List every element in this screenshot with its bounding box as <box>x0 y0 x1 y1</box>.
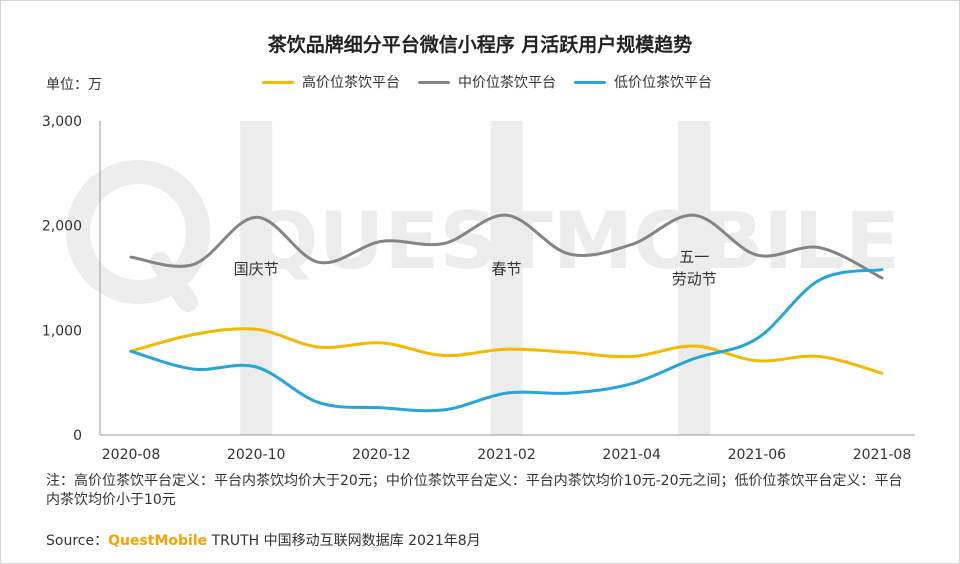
highlight-band-label: 春节 <box>491 260 521 278</box>
legend-swatch-high <box>262 80 294 84</box>
watermark-text: QUESTMOBILE <box>250 197 900 287</box>
highlight-band-label: 国庆节 <box>234 260 279 278</box>
x-tick-label: 2020-12 <box>352 447 411 463</box>
source-line: Source：QuestMobile TRUTH 中国移动互联网数据库 2021… <box>46 530 481 550</box>
x-tick-label: 2021-02 <box>477 447 536 463</box>
series-line-high <box>129 327 884 375</box>
watermark-logo-tail <box>150 252 198 312</box>
legend-label-low: 低价位茶饮平台 <box>614 75 712 91</box>
x-tick-label: 2020-10 <box>227 447 286 463</box>
legend-swatch-mid <box>418 80 450 84</box>
chart-title: 茶饮品牌细分平台微信小程序 月活跃用户规模趋势 <box>267 34 693 56</box>
highlight-band-label: 劳动节 <box>672 270 717 288</box>
legend-label-mid: 中价位茶饮平台 <box>458 75 556 91</box>
source-prefix: Source： <box>46 533 109 549</box>
series-line-low <box>129 268 884 413</box>
watermark: QUESTMOBILE <box>66 160 900 312</box>
highlight-band-0 <box>240 121 273 435</box>
legend-label-high: 高价位茶饮平台 <box>302 75 400 91</box>
x-tick-label: 2021-06 <box>728 447 787 463</box>
legend-item-low: 低价位茶饮平台 <box>574 72 712 92</box>
x-tick-label: 2021-04 <box>602 447 661 463</box>
source-rest: TRUTH 中国移动互联网数据库 2021年8月 <box>207 533 481 549</box>
unit-label: 单位：万 <box>46 77 102 93</box>
legend: 高价位茶饮平台 中价位茶饮平台 低价位茶饮平台 <box>262 72 712 92</box>
source-brand: QuestMobile <box>108 533 208 549</box>
highlight-band-label: 五一 <box>679 248 709 266</box>
y-tick-label: 2,000 <box>42 219 82 235</box>
legend-item-mid: 中价位茶饮平台 <box>418 72 556 92</box>
legend-item-high: 高价位茶饮平台 <box>262 72 400 92</box>
y-tick-label: 3,000 <box>42 114 82 130</box>
legend-swatch-low <box>574 80 606 84</box>
highlight-band-1 <box>490 121 523 435</box>
footnote: 注：高价位茶饮平台定义：平台内茶饮均价大于20元；中价位茶饮平台定义：平台内茶饮… <box>46 473 903 508</box>
highlight-band-2 <box>678 121 711 435</box>
x-tick-label: 2020-08 <box>102 447 161 463</box>
watermark-logo-ring <box>66 160 210 304</box>
y-tick-label: 0 <box>73 428 82 444</box>
x-tick-label: 2021-08 <box>853 447 912 463</box>
y-tick-label: 1,000 <box>42 323 82 339</box>
